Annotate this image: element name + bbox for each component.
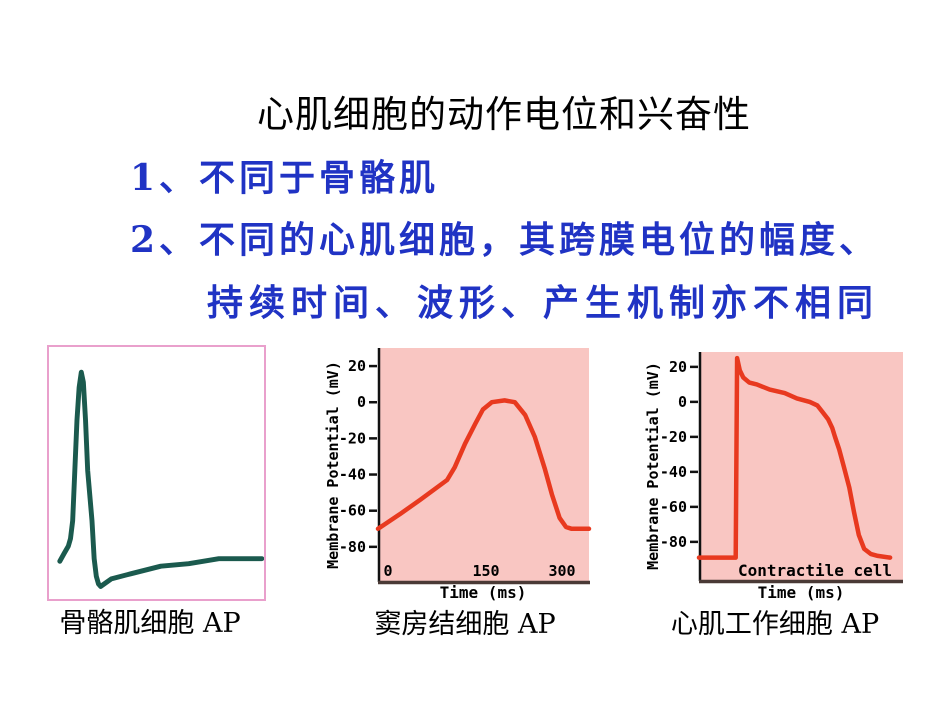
y-tick-label: -20: [339, 429, 366, 447]
y-tick-label: -60: [339, 502, 366, 520]
contractile-plot: 20 0 -20 -40 -60 -80 Contractile cell Membran…: [645, 352, 903, 602]
y-tick-label: 0: [357, 393, 366, 411]
x-tick-label: 0: [383, 562, 392, 580]
skeletal-ap-curve: [57, 369, 264, 589]
plot-background: [378, 348, 589, 581]
plot-background: [699, 352, 903, 580]
y-tick-label: 20: [348, 357, 366, 375]
y-tick-label: -80: [660, 533, 687, 551]
contractile-caption: 心肌工作细胞 AP: [670, 609, 880, 640]
y-tick-label: 20: [669, 358, 687, 376]
y-axis-label: Membrane Potential (mV): [325, 361, 342, 569]
sa-node-curve: [375, 398, 592, 532]
y-tick-label: -40: [339, 466, 366, 484]
bullet-2-continued: 持续时间、波形、产生机制亦不相同: [207, 282, 880, 324]
bullet-2: 2、不同的心肌细胞，其跨膜电位的幅度、: [130, 219, 880, 261]
contractile-curve: [696, 355, 893, 560]
x-tick-label: 150: [472, 562, 499, 580]
y-ticks: 20 0 -20 -40 -60 -80: [660, 358, 698, 551]
sa-node-caption: 窦房结细胞 AP: [374, 609, 556, 640]
x-axis-label: Time (ms): [440, 583, 527, 602]
skeletal-ap-figure: [47, 345, 266, 601]
y-tick-label: -60: [660, 498, 687, 516]
contractile-cell-annotation: Contractile cell: [738, 561, 892, 580]
x-axis-label: Time (ms): [758, 583, 845, 602]
x-tick-label: 300: [548, 562, 575, 580]
skeletal-ap-plot: [57, 369, 264, 589]
y-tick-label: -80: [339, 538, 366, 556]
y-tick-label: -20: [660, 428, 687, 446]
y-axis-label: Membrane Potential (mV): [645, 362, 662, 570]
y-tick-label: 0: [678, 393, 687, 411]
skeletal-ap-caption: 骨骼肌细胞 AP: [59, 608, 241, 639]
x-ticks: 0 150 300: [383, 562, 575, 580]
y-tick-label: -40: [660, 463, 687, 481]
y-ticks: 20 0 -20 -40 -60 -80: [339, 357, 377, 556]
bullet-1: 1、不同于骨骼肌: [130, 157, 440, 199]
sa-node-plot: 20 0 -20 -40 -60 -80 0 150 300 Membrane Potenti…: [325, 348, 592, 602]
page-title: 心肌细胞的动作电位和兴奋性: [257, 93, 751, 136]
